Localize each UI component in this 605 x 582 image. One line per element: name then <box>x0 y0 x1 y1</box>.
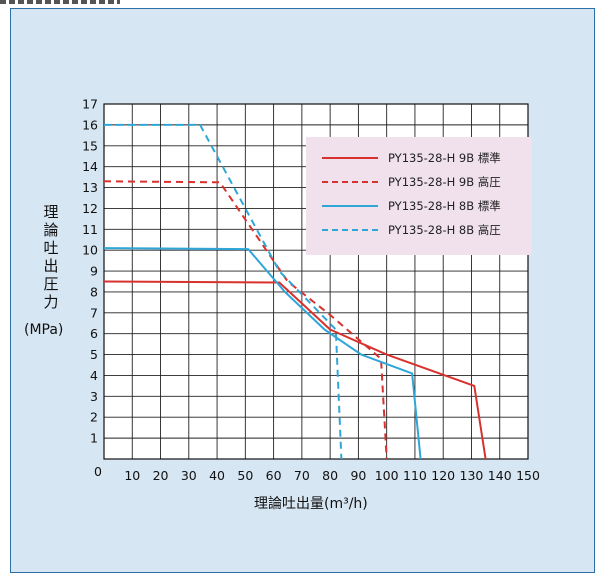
series-line-2 <box>103 247 422 460</box>
x-tick-label: 80 <box>322 468 338 483</box>
legend-item: PY135-28-H 8B 標準 <box>322 194 532 218</box>
x-tick-label: 60 <box>266 468 282 483</box>
x-tick-label: 50 <box>237 468 253 483</box>
x-tick-label: 90 <box>350 468 366 483</box>
y-tick-label: 6 <box>90 326 98 341</box>
legend-swatch-9b-standard <box>322 157 378 159</box>
x-tick-label: 30 <box>181 468 197 483</box>
series-layer <box>103 123 487 460</box>
y-tick-label: 2 <box>90 410 98 425</box>
y-tick-label: 3 <box>90 389 98 404</box>
y-tick-label: 11 <box>82 222 98 237</box>
legend-swatch-9b-high-pressure <box>322 181 378 183</box>
x-tick-label: 130 <box>460 468 484 483</box>
x-tick-label: 150 <box>516 468 540 483</box>
legend-label: PY135-28-H 9B 高圧 <box>388 175 501 189</box>
y-tick-label: 16 <box>82 117 98 132</box>
y-tick-label: 1 <box>90 431 98 446</box>
y-tick-label: 17 <box>82 97 98 112</box>
legend-swatch-8b-high-pressure <box>322 229 378 231</box>
x-tick-label: 110 <box>403 468 427 483</box>
y-tick-label: 14 <box>82 159 98 174</box>
y-tick-label: 15 <box>82 138 98 153</box>
y-axis-label: 理 論 吐 出 圧 力 <box>38 203 64 311</box>
y-tick-label: 7 <box>90 305 98 320</box>
y-axis-label-char: 論 <box>43 221 59 239</box>
series-line-1 <box>103 180 388 460</box>
x-tick-label: 70 <box>294 468 310 483</box>
y-tick-label: 10 <box>82 243 98 258</box>
y-axis-label-char: 理 <box>43 203 59 221</box>
series-line-3 <box>104 123 343 460</box>
y-tick-label: 8 <box>90 284 98 299</box>
legend-label: PY135-28-H 9B 標準 <box>388 151 501 165</box>
legend-label: PY135-28-H 8B 高圧 <box>388 223 501 237</box>
x-tick-label: 20 <box>153 468 169 483</box>
x-tick-label: 100 <box>375 468 399 483</box>
legend-item: PY135-28-H 8B 高圧 <box>322 218 532 242</box>
x-tick-label: 40 <box>209 468 225 483</box>
y-tick-label: 4 <box>90 368 98 383</box>
x-tick-label: 10 <box>124 468 140 483</box>
y-tick-label: 13 <box>82 180 98 195</box>
y-tick-label: 9 <box>90 264 98 279</box>
legend-item: PY135-28-H 9B 標準 <box>322 146 532 170</box>
y-tick-label: 12 <box>82 201 98 216</box>
y-axis-label-char: 力 <box>43 293 59 311</box>
x-tick-label: 0 <box>94 464 102 479</box>
legend-label: PY135-28-H 8B 標準 <box>388 199 501 213</box>
x-tick-label: 120 <box>431 468 455 483</box>
series-line-0 <box>103 280 487 460</box>
x-axis-label: 理論吐出量(m³/h) <box>254 496 368 512</box>
x-tick-label: 140 <box>488 468 512 483</box>
y-axis-label-char: 吐 <box>43 239 59 257</box>
legend-swatch-8b-standard <box>322 205 378 207</box>
x-tick-labels: 0 10 20 30 40 50 60 70 80 90 100 110 120 130 140 150 <box>94 464 540 483</box>
y-axis-unit: (MPa) <box>24 322 64 338</box>
y-axis-label-char: 圧 <box>43 275 59 293</box>
cropped-caption-fragment <box>0 0 120 4</box>
legend: PY135-28-H 9B 標準 PY135-28-H 9B 高圧 PY135-… <box>306 137 532 255</box>
y-tick-label: 5 <box>90 347 98 362</box>
y-axis-label-char: 出 <box>43 257 59 275</box>
legend-item: PY135-28-H 9B 高圧 <box>322 170 532 194</box>
